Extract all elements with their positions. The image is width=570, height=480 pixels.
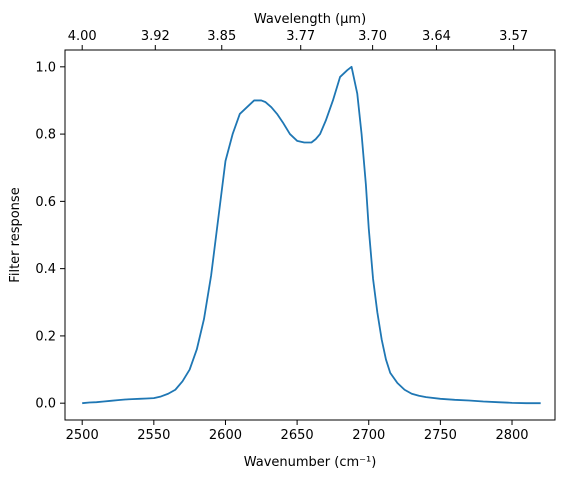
top-tick-label: 3.57 xyxy=(499,29,528,44)
y-tick-label: 0.2 xyxy=(35,329,56,344)
x-tick-label: 2600 xyxy=(209,428,242,443)
y-tick-label: 0.4 xyxy=(35,262,56,277)
y-tick-label: 0.0 xyxy=(35,397,56,412)
y-tick-label: 1.0 xyxy=(35,60,56,75)
top-tick-label: 4.00 xyxy=(68,29,97,44)
plot-frame xyxy=(64,49,556,421)
top-tick-label: 3.64 xyxy=(422,29,451,44)
x-axis-label: Wavenumber (cm⁻¹) xyxy=(244,455,377,470)
top-axis-ticks: 4.00 3.92 3.85 3.77 3.70 3.64 3.57 xyxy=(68,29,528,50)
top-tick-label: 3.77 xyxy=(286,29,315,44)
top-tick-label: 3.70 xyxy=(358,29,387,44)
x-tick-label: 2700 xyxy=(352,428,385,443)
y-axis-ticks: 0.0 0.2 0.4 0.6 0.8 1.0 xyxy=(35,60,65,412)
x-tick-label: 2500 xyxy=(66,428,99,443)
x-tick-label: 2550 xyxy=(137,428,170,443)
top-axis-label: Wavelength (μm) xyxy=(254,12,366,27)
y-axis-label: Filter response xyxy=(8,187,23,282)
x-tick-label: 2750 xyxy=(424,428,457,443)
x-tick-label: 2650 xyxy=(281,428,314,443)
top-tick-label: 3.85 xyxy=(207,29,236,44)
x-axis-ticks: 2500 2550 2600 2650 2700 2750 2800 xyxy=(66,420,529,443)
x-tick-label: 2800 xyxy=(495,428,528,443)
y-tick-label: 0.8 xyxy=(35,128,56,143)
y-tick-label: 0.6 xyxy=(35,195,56,210)
top-tick-label: 3.92 xyxy=(141,29,170,44)
filter-response-line xyxy=(82,65,541,405)
